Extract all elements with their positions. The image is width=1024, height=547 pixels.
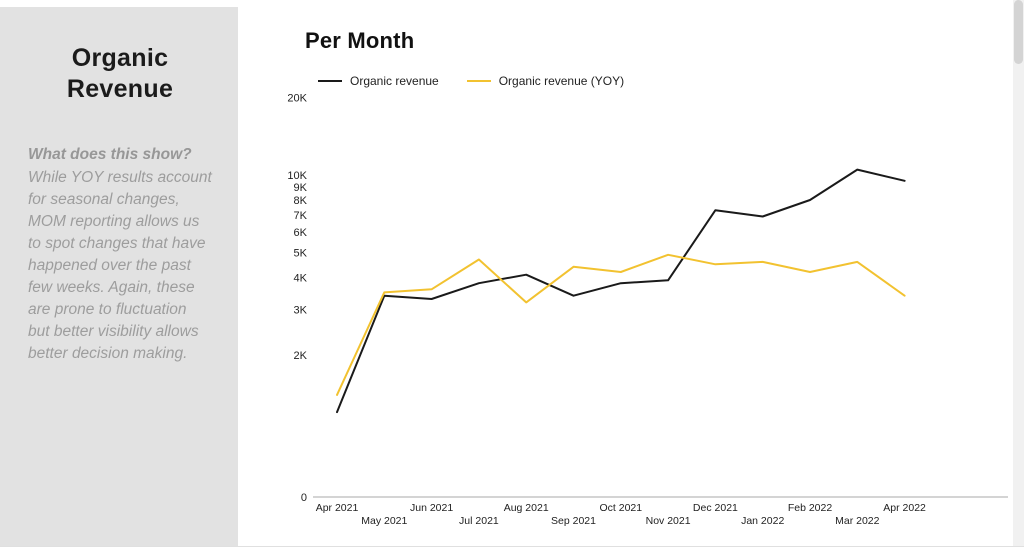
- scrollbar-track[interactable]: [1013, 0, 1024, 546]
- y-axis-tick-label: 10K: [287, 170, 307, 182]
- x-axis-tick-label: May 2021: [361, 515, 407, 527]
- legend-swatch: [318, 80, 342, 82]
- series-line: [336, 168, 906, 414]
- sidebar-question: What does this show?: [28, 145, 192, 163]
- x-axis-tick-label: Sep 2021: [551, 515, 596, 527]
- y-axis-tick-label: 7K: [294, 210, 308, 222]
- legend-label: Organic revenue (YOY): [498, 74, 625, 88]
- y-axis-tick-label: 9K: [294, 182, 308, 194]
- x-axis-tick-label: Aug 2021: [504, 502, 549, 514]
- legend-item: Organic revenue (YOY): [466, 74, 625, 88]
- y-axis-baseline-label: 0: [301, 492, 307, 504]
- x-axis-tick-label: Dec 2021: [693, 502, 738, 514]
- x-axis-tick-label: Oct 2021: [599, 502, 642, 514]
- y-axis-tick-label: 3K: [294, 305, 308, 317]
- y-axis-tick-label: 5K: [294, 248, 308, 260]
- x-axis-tick-label: Apr 2022: [883, 502, 926, 514]
- x-axis-tick-label: Mar 2022: [835, 515, 880, 527]
- x-axis-tick-label: Jan 2022: [741, 515, 784, 527]
- page-title: Organic Revenue: [66, 44, 174, 104]
- chart-legend: Organic revenue Organic revenue (YOY): [318, 74, 624, 88]
- legend-swatch: [466, 80, 491, 82]
- series-line: [336, 253, 906, 396]
- scrollbar-thumb[interactable]: [1014, 0, 1023, 64]
- y-axis-tick-label: 20K: [287, 93, 307, 105]
- x-axis-tick-label: Jul 2021: [459, 515, 499, 527]
- x-axis-tick-label: Jun 2021: [410, 502, 453, 514]
- y-axis-tick-label: 2K: [294, 350, 308, 362]
- y-axis-tick-label: 4K: [294, 272, 308, 284]
- chart-title: Per Month: [305, 28, 415, 53]
- y-axis-tick-label: 8K: [294, 195, 308, 207]
- x-axis-tick-label: Feb 2022: [788, 502, 833, 514]
- sidebar-description: While YOY results account for seasonal c…: [28, 169, 212, 363]
- y-axis-tick-label: 6K: [294, 227, 308, 239]
- sidebar: Organic Revenue What does this show? Whi…: [0, 7, 238, 546]
- legend-label: Organic revenue: [350, 74, 439, 88]
- legend-item: Organic revenue: [318, 74, 439, 88]
- x-axis-tick-label: Apr 2021: [316, 502, 359, 514]
- x-axis-tick-label: Nov 2021: [646, 515, 691, 527]
